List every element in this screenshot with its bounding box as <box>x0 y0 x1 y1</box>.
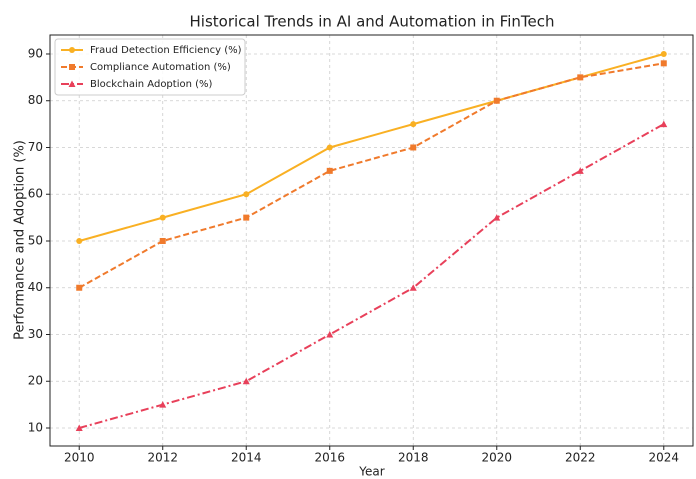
marker <box>660 60 667 67</box>
y-tick-label: 80 <box>28 93 43 107</box>
legend-label: Blockchain Adoption (%) <box>90 79 213 90</box>
y-tick-label: 40 <box>28 280 43 294</box>
y-tick-label: 90 <box>28 46 43 60</box>
marker <box>159 401 167 408</box>
marker <box>577 74 584 81</box>
x-tick-label: 2012 <box>147 451 178 465</box>
marker <box>68 80 76 87</box>
marker <box>326 144 333 151</box>
marker <box>75 424 83 432</box>
marker <box>409 284 417 291</box>
y-tick-label: 10 <box>28 421 43 435</box>
plot-frame <box>49 34 694 447</box>
x-tick-label: 2024 <box>648 451 679 465</box>
legend: Fraud Detection Efficiency (%) Compliance… <box>54 38 246 96</box>
marker <box>410 144 417 151</box>
x-tick-label: 2020 <box>481 451 512 465</box>
x-tick-label: 2016 <box>314 451 345 465</box>
y-tick-label: 50 <box>28 233 43 247</box>
legend-label: Fraud Detection Efficiency (%) <box>90 45 242 56</box>
x-axis-label: Year <box>358 465 384 479</box>
y-tick-label: 60 <box>28 187 43 201</box>
y-axis-label: Performance and Adoption (%) <box>13 140 28 340</box>
marker <box>243 191 250 198</box>
marker <box>242 377 250 385</box>
legend-label: Compliance Automation (%) <box>90 62 231 73</box>
x-tick-label: 2010 <box>64 451 95 465</box>
marker <box>326 330 334 338</box>
marker <box>493 97 500 104</box>
x-tick-label: 2018 <box>398 451 429 465</box>
marker <box>159 237 166 244</box>
x-tick-label: 2022 <box>565 451 596 465</box>
marker <box>69 47 75 53</box>
marker <box>159 214 166 221</box>
series-line <box>78 62 664 289</box>
marker <box>76 237 83 244</box>
marker <box>660 120 668 128</box>
y-tick-label: 70 <box>28 140 43 154</box>
marker <box>243 214 250 221</box>
x-tick-label: 2014 <box>231 451 262 465</box>
marker <box>493 214 501 221</box>
marker <box>576 167 584 174</box>
marker <box>326 167 333 174</box>
marker <box>410 121 417 128</box>
y-tick-label: 30 <box>28 327 43 341</box>
legend-box <box>54 38 246 96</box>
marker <box>76 284 83 291</box>
marker <box>660 50 667 57</box>
series-line <box>78 123 665 429</box>
y-tick-label: 20 <box>28 374 43 388</box>
marker <box>69 64 75 70</box>
chart-title: Historical Trends in AI and Automation i… <box>190 13 555 31</box>
